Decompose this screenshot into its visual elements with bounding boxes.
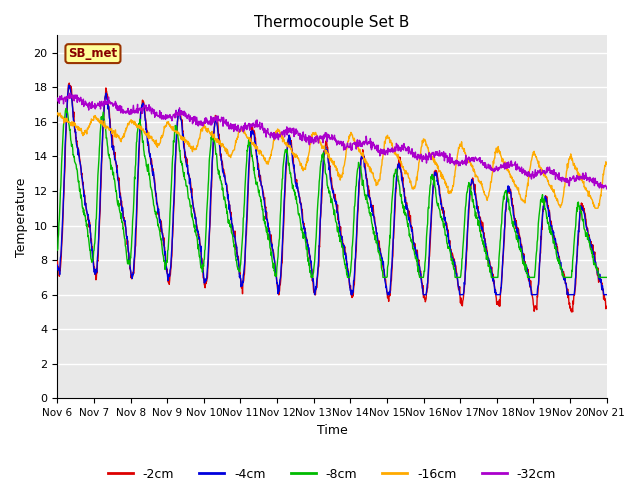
Legend: -2cm, -4cm, -8cm, -16cm, -32cm: -2cm, -4cm, -8cm, -16cm, -32cm: [103, 463, 561, 480]
Text: SB_met: SB_met: [68, 47, 118, 60]
X-axis label: Time: Time: [317, 424, 348, 437]
Title: Thermocouple Set B: Thermocouple Set B: [254, 15, 410, 30]
Y-axis label: Temperature: Temperature: [15, 177, 28, 256]
